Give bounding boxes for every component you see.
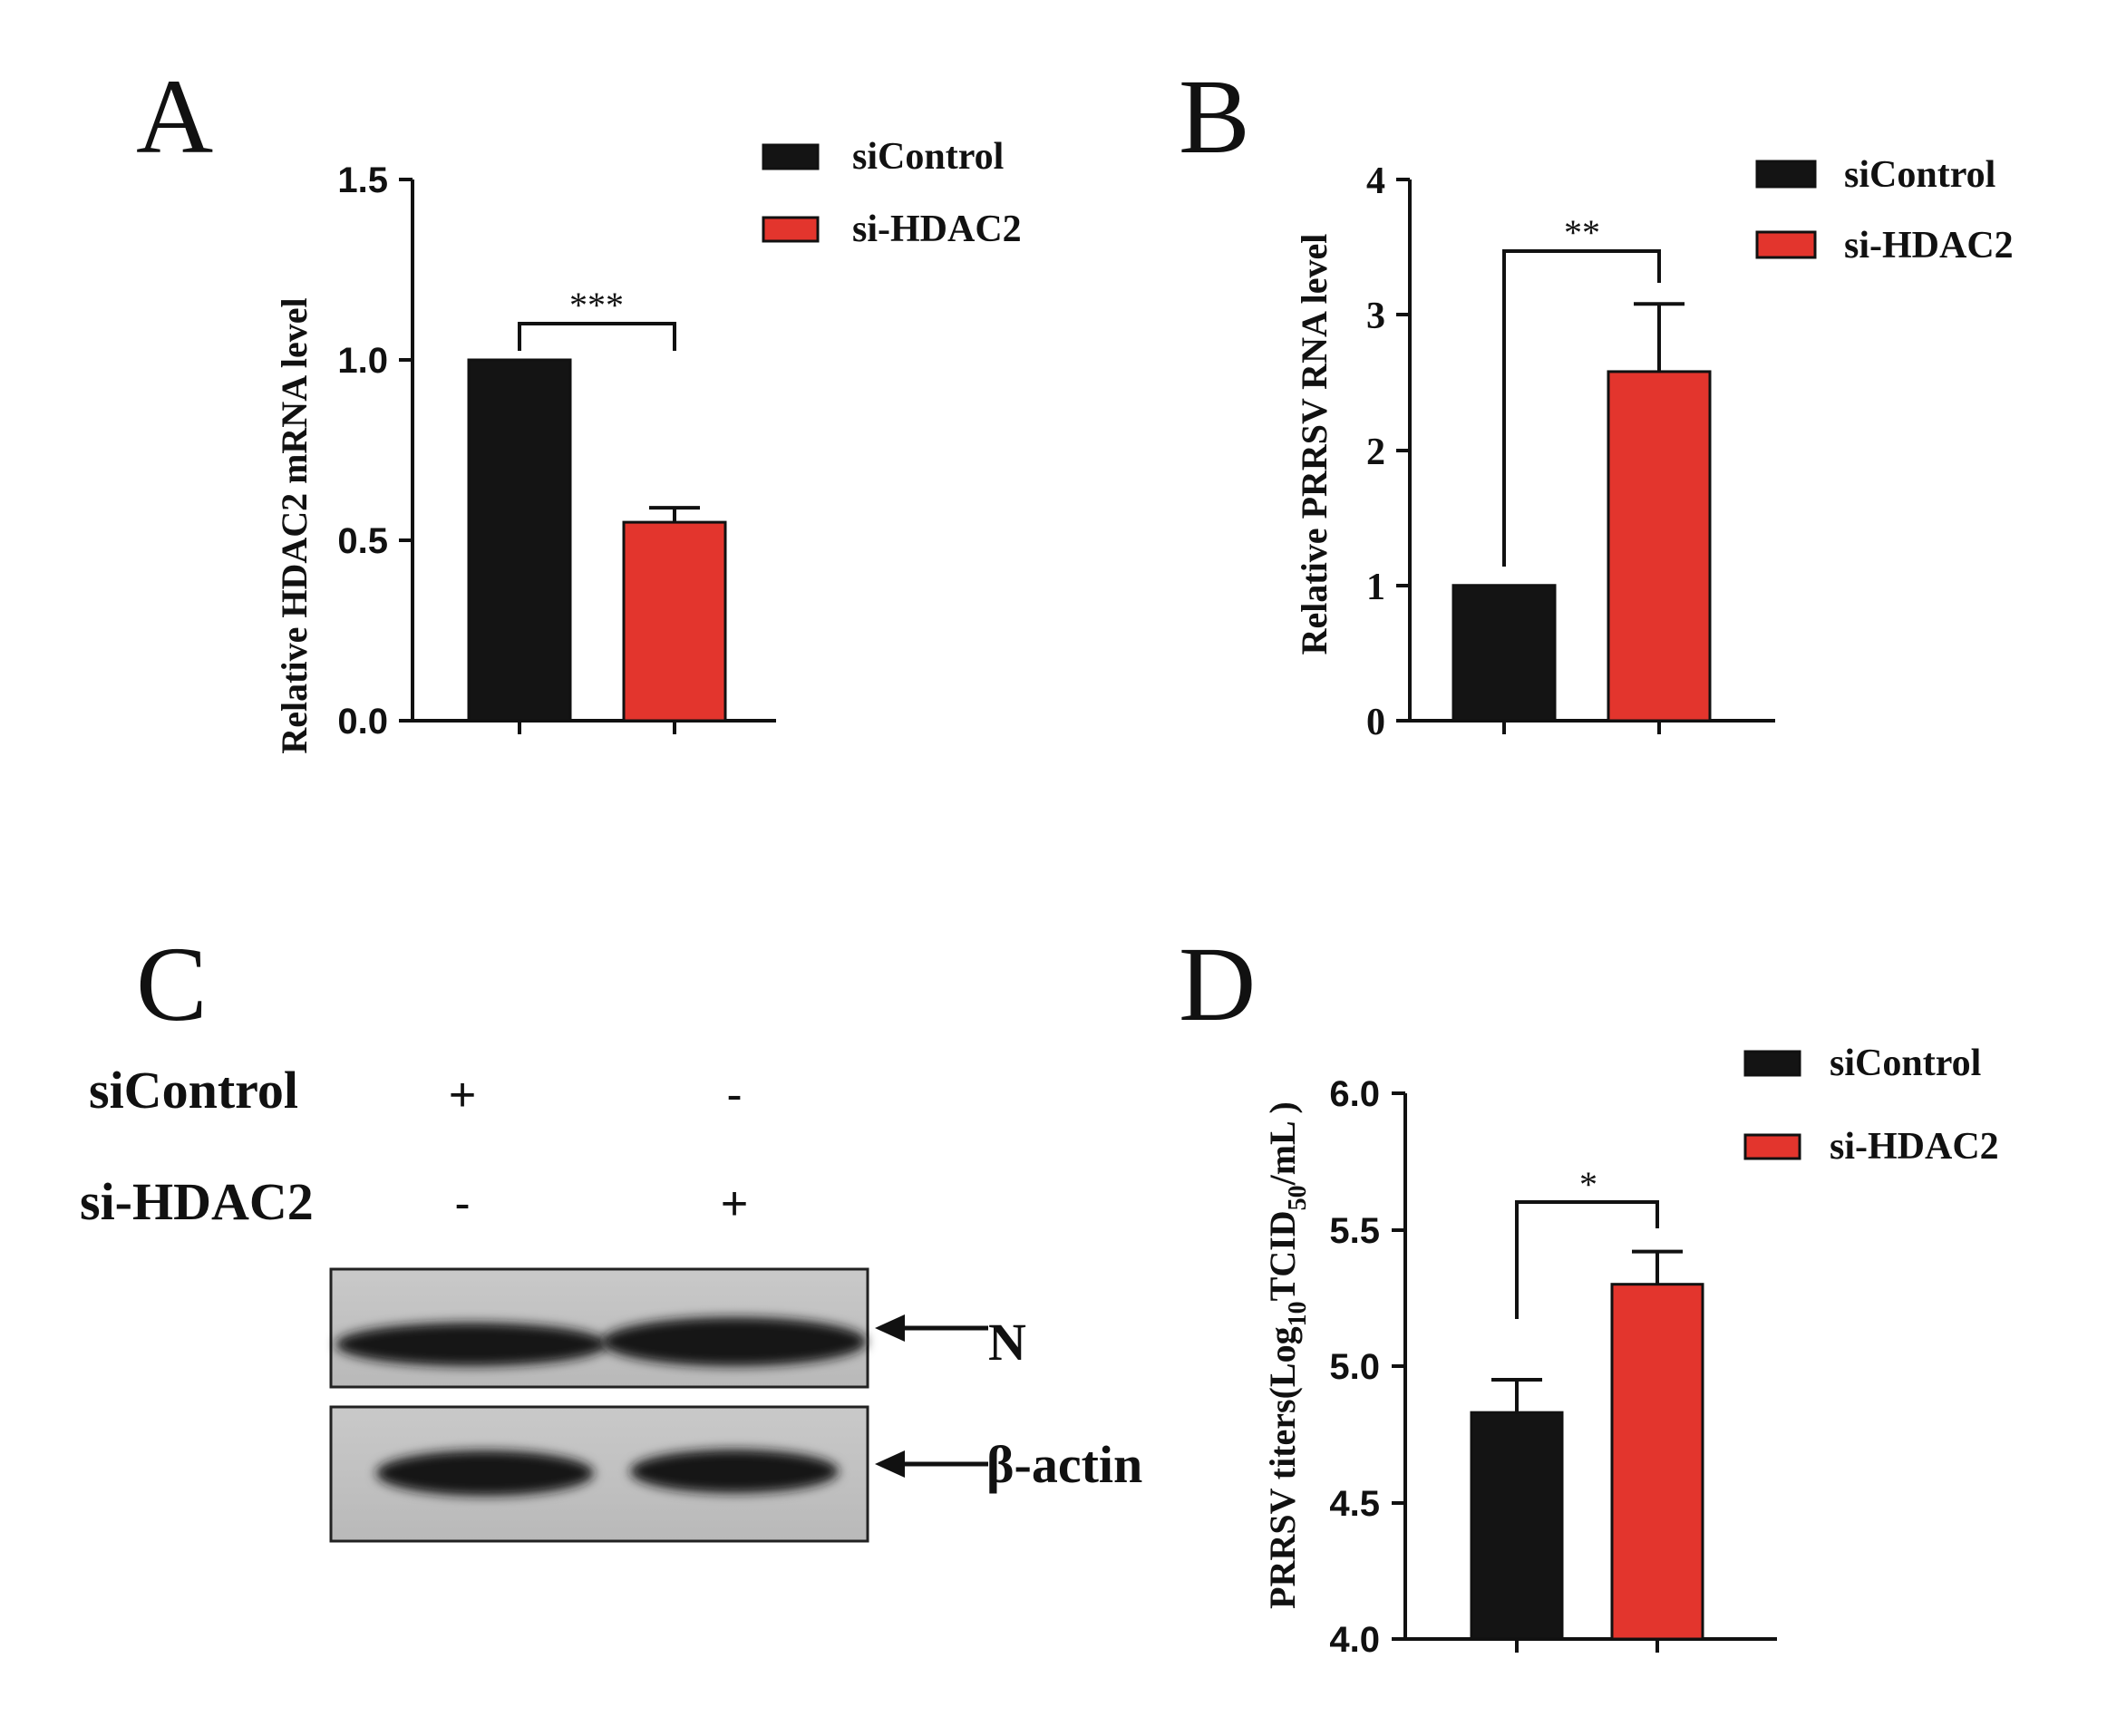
- significance-label-d: *: [1579, 1164, 1597, 1205]
- legend-a: siControl si-HDAC2: [762, 136, 1022, 250]
- legend-swatch-si-hdac2: [1743, 1133, 1801, 1160]
- bar-sicontrol-a: [467, 358, 572, 723]
- legend-label-si-hdac2: si-HDAC2: [1844, 225, 2014, 267]
- band-label-n: N: [988, 1313, 1026, 1372]
- legend-label-si-hdac2: si-HDAC2: [852, 209, 1022, 250]
- y-tick-label: 1.0: [337, 341, 388, 381]
- lane2-sicontrol-sign: -: [726, 1069, 742, 1121]
- y-tick-label: 4.5: [1329, 1484, 1380, 1524]
- panel-c: C siControl + - si-HDAC2 - + N β-actin: [80, 925, 1142, 1543]
- panel-d: D PRRSV titers(Log10TCID50/mL ) 4.0 4.5 …: [1179, 925, 1999, 1660]
- significance-bracket-b: [1502, 249, 1661, 567]
- y-tick-label: 0.0: [337, 702, 388, 742]
- panel-b: B Relative PRRSV RNA level 0 1 2 3 4 ** …: [1179, 57, 2014, 743]
- significance-label-b: **: [1564, 212, 1600, 253]
- legend-label-sicontrol: siControl: [1844, 154, 1995, 196]
- y-axis-label-d: PRRSV titers(Log10TCID50/mL ): [1262, 1101, 1312, 1609]
- arrow-n: [875, 1314, 988, 1342]
- arrow-n-head: [875, 1314, 905, 1342]
- y-axis-label-a: Relative HDAC2 mRNA level: [274, 297, 315, 753]
- bar-sicontrol-d: [1470, 1411, 1564, 1641]
- legend-label-si-hdac2: si-HDAC2: [1830, 1126, 1999, 1168]
- band-actin-lane1: [376, 1450, 594, 1496]
- y-ticks-b: 0 1 2 3 4: [1366, 160, 1410, 743]
- lane1-sicontrol-sign: +: [449, 1069, 476, 1121]
- panel-a: A Relative HDAC2 mRNA level 0.0 0.5 1.0 …: [136, 57, 1022, 754]
- y-ticks-d: 4.0 4.5 5.0 5.5 6.0: [1329, 1074, 1405, 1660]
- ylabel-mid: TCID: [1262, 1210, 1303, 1301]
- arrow-actin: [875, 1450, 988, 1478]
- band-n-lane2: [602, 1317, 867, 1366]
- legend-swatch-sicontrol: [762, 143, 820, 170]
- bar-si-hdac2-a: [622, 520, 727, 723]
- y-tick-label: 5.5: [1329, 1211, 1380, 1251]
- error-bar-si-hdac2-b: [1634, 302, 1685, 372]
- significance-bracket-d: [1515, 1200, 1659, 1319]
- y-tick-label: 0.5: [337, 521, 388, 561]
- y-ticks-a: 0.0 0.5 1.0 1.5: [337, 160, 413, 742]
- arrow-actin-head: [875, 1450, 905, 1478]
- ylabel-suffix: /mL ): [1262, 1101, 1303, 1186]
- error-bar-si-hdac2-a: [649, 506, 700, 523]
- error-bar-sicontrol-d: [1491, 1378, 1542, 1413]
- legend-label-sicontrol: siControl: [1830, 1043, 1981, 1084]
- y-tick-label: 2: [1366, 432, 1385, 473]
- y-tick-label: 3: [1366, 296, 1385, 337]
- error-bar-si-hdac2-d: [1632, 1249, 1683, 1285]
- y-tick-label: 5.0: [1329, 1347, 1380, 1387]
- y-tick-label: 4: [1366, 160, 1385, 202]
- y-tick-label: 1.5: [337, 160, 388, 200]
- panel-letter-b: B: [1179, 57, 1250, 176]
- panel-letter-d: D: [1179, 925, 1256, 1043]
- legend-swatch-si-hdac2: [762, 216, 820, 243]
- row-label-si-hdac2: si-HDAC2: [80, 1172, 314, 1231]
- panel-letter-a: A: [136, 57, 213, 176]
- bar-si-hdac2-d: [1610, 1283, 1704, 1641]
- band-actin-lane2: [630, 1450, 839, 1493]
- y-tick-label: 1: [1366, 567, 1385, 608]
- panel-letter-c: C: [136, 925, 208, 1043]
- ylabel-prefix: PRRSV titers(Log: [1262, 1326, 1303, 1608]
- y-tick-label: 4.0: [1329, 1620, 1380, 1660]
- bar-si-hdac2-b: [1607, 370, 1712, 723]
- band-label-beta-actin: β-actin: [986, 1435, 1142, 1494]
- ylabel-sub-50: 50: [1284, 1185, 1312, 1210]
- blot-beta-actin: [329, 1405, 869, 1543]
- row-label-sicontrol: siControl: [89, 1061, 298, 1120]
- band-n-lane1: [335, 1323, 607, 1366]
- significance-label-a: ***: [569, 285, 624, 325]
- blot-n: [329, 1267, 869, 1389]
- y-axis-label-b: Relative PRRSV RNA level: [1294, 234, 1335, 655]
- y-tick-label: 0: [1366, 702, 1385, 743]
- legend-b: siControl si-HDAC2: [1755, 154, 2014, 267]
- lane1-si-hdac2-sign: -: [454, 1178, 470, 1230]
- bar-sicontrol-b: [1452, 584, 1557, 723]
- y-tick-label: 6.0: [1329, 1074, 1380, 1114]
- legend-d: siControl si-HDAC2: [1743, 1043, 1999, 1168]
- legend-swatch-si-hdac2: [1755, 230, 1817, 259]
- lane2-si-hdac2-sign: +: [721, 1178, 748, 1230]
- legend-swatch-sicontrol: [1755, 160, 1817, 189]
- legend-label-sicontrol: siControl: [852, 136, 1004, 178]
- significance-bracket-a: [518, 322, 676, 351]
- legend-swatch-sicontrol: [1743, 1050, 1801, 1077]
- ylabel-sub-10: 10: [1284, 1301, 1312, 1326]
